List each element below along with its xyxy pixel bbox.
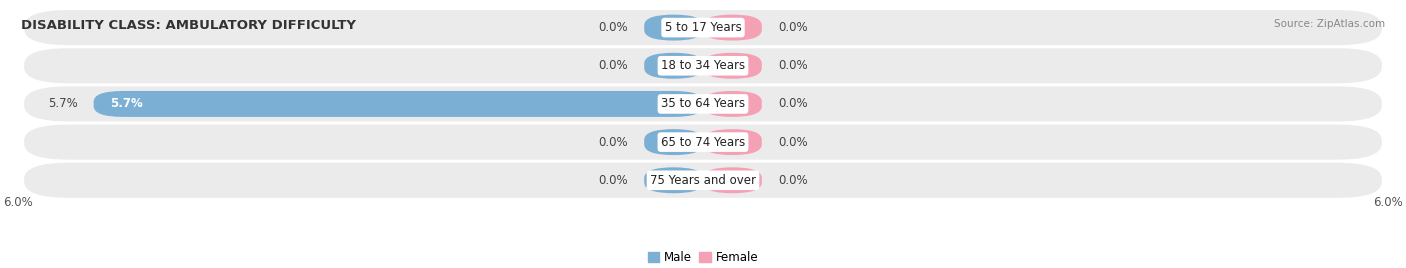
Text: 0.0%: 0.0% (599, 59, 628, 72)
Text: 0.0%: 0.0% (599, 21, 628, 34)
Text: 0.0%: 0.0% (778, 174, 807, 187)
FancyBboxPatch shape (644, 129, 703, 155)
FancyBboxPatch shape (644, 53, 703, 79)
Text: 18 to 34 Years: 18 to 34 Years (661, 59, 745, 72)
Legend: Male, Female: Male, Female (648, 251, 758, 264)
FancyBboxPatch shape (24, 163, 1382, 198)
Text: 0.0%: 0.0% (778, 136, 807, 148)
FancyBboxPatch shape (94, 91, 703, 117)
Text: 75 Years and over: 75 Years and over (650, 174, 756, 187)
Text: 5.7%: 5.7% (110, 98, 142, 110)
Text: 6.0%: 6.0% (3, 196, 32, 209)
FancyBboxPatch shape (703, 167, 762, 193)
Text: 5.7%: 5.7% (48, 98, 77, 110)
FancyBboxPatch shape (24, 48, 1382, 83)
Text: 0.0%: 0.0% (778, 98, 807, 110)
FancyBboxPatch shape (703, 15, 762, 40)
FancyBboxPatch shape (703, 91, 762, 117)
Text: 0.0%: 0.0% (778, 21, 807, 34)
Text: 35 to 64 Years: 35 to 64 Years (661, 98, 745, 110)
Text: 0.0%: 0.0% (778, 59, 807, 72)
Text: 0.0%: 0.0% (599, 174, 628, 187)
FancyBboxPatch shape (24, 10, 1382, 45)
Text: DISABILITY CLASS: AMBULATORY DIFFICULTY: DISABILITY CLASS: AMBULATORY DIFFICULTY (21, 19, 356, 32)
FancyBboxPatch shape (703, 129, 762, 155)
FancyBboxPatch shape (644, 167, 703, 193)
Text: 5 to 17 Years: 5 to 17 Years (665, 21, 741, 34)
FancyBboxPatch shape (24, 86, 1382, 121)
FancyBboxPatch shape (703, 53, 762, 79)
Text: 0.0%: 0.0% (599, 136, 628, 148)
FancyBboxPatch shape (24, 125, 1382, 160)
FancyBboxPatch shape (644, 15, 703, 40)
Text: 6.0%: 6.0% (1374, 196, 1403, 209)
Text: 65 to 74 Years: 65 to 74 Years (661, 136, 745, 148)
Text: Source: ZipAtlas.com: Source: ZipAtlas.com (1274, 19, 1385, 29)
